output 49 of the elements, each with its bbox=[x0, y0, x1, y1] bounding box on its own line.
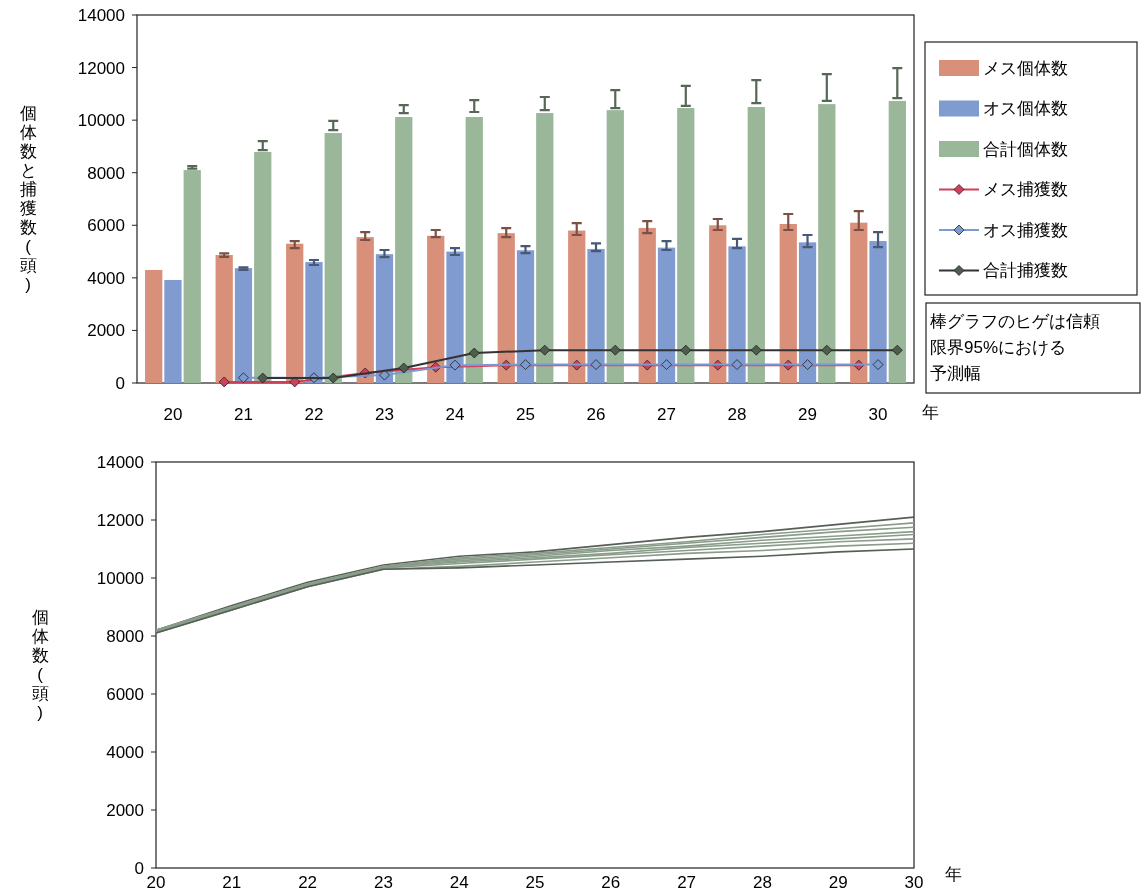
y-tick-label: 12000 bbox=[77, 58, 125, 78]
x-tick-label: 26 bbox=[601, 873, 621, 890]
x-tick-label: 30 bbox=[868, 405, 888, 424]
y-tick-label: 2000 bbox=[106, 800, 144, 820]
legend-label: メス個体数 bbox=[983, 58, 1068, 78]
x-tick-label: 20 bbox=[163, 405, 183, 424]
legend-label: 合計捕獲数 bbox=[983, 261, 1068, 281]
x-tick-label: 24 bbox=[449, 873, 469, 890]
x-tick-label: 28 bbox=[752, 873, 772, 890]
x-tick-label: 21 bbox=[234, 405, 253, 424]
y-tick-label: 14000 bbox=[77, 5, 125, 25]
x-tick-label: 20 bbox=[146, 873, 166, 890]
x-tick-label: 22 bbox=[304, 405, 324, 424]
y-tick-label: 10000 bbox=[77, 111, 125, 131]
y-tick-label: 0 bbox=[115, 373, 125, 393]
x-tick-label: 29 bbox=[798, 405, 817, 424]
x-tick-label: 28 bbox=[727, 405, 747, 424]
text: 棒グラフのヒゲは信頼限界95%における予測幅 bbox=[930, 312, 1100, 383]
y-tick-label: 2000 bbox=[87, 321, 125, 341]
y-tick-label: 6000 bbox=[87, 216, 125, 236]
y-tick-label: 12000 bbox=[96, 510, 144, 530]
x-tick-label: 22 bbox=[298, 873, 318, 890]
x-tick-label: 29 bbox=[828, 873, 848, 890]
x-axis-title: 年 bbox=[922, 403, 939, 422]
x-tick-label: 23 bbox=[373, 873, 393, 890]
y-tick-label: 10000 bbox=[96, 568, 144, 588]
y-tick-label: 14000 bbox=[96, 452, 144, 472]
y-tick-label: 6000 bbox=[106, 684, 144, 704]
x-tick-label: 24 bbox=[445, 405, 465, 424]
y-tick-label: 0 bbox=[134, 858, 144, 878]
x-tick-label: 26 bbox=[586, 405, 606, 424]
y-tick-label: 4000 bbox=[106, 742, 144, 762]
x-tick-label: 30 bbox=[904, 873, 924, 890]
text: 個体数と捕獲数(頭) bbox=[19, 104, 37, 295]
x-tick-label: 25 bbox=[516, 405, 535, 424]
y-tick-label: 4000 bbox=[87, 268, 125, 288]
legend-label: オス捕獲数 bbox=[983, 220, 1068, 240]
x-axis-title: 年 bbox=[945, 865, 962, 884]
x-tick-label: 25 bbox=[525, 873, 545, 890]
x-tick-label: 27 bbox=[657, 405, 676, 424]
legend-label: 合計個体数 bbox=[983, 139, 1068, 159]
x-tick-label: 21 bbox=[222, 873, 242, 890]
x-tick-label: 27 bbox=[677, 873, 697, 890]
y-axis-title: 個体数(頭) bbox=[31, 608, 49, 723]
legend-label: オス個体数 bbox=[983, 99, 1068, 119]
x-tick-label: 23 bbox=[375, 405, 394, 424]
y-tick-label: 8000 bbox=[106, 626, 144, 646]
y-tick-label: 8000 bbox=[87, 163, 125, 183]
legend-label: メス捕獲数 bbox=[983, 180, 1068, 200]
